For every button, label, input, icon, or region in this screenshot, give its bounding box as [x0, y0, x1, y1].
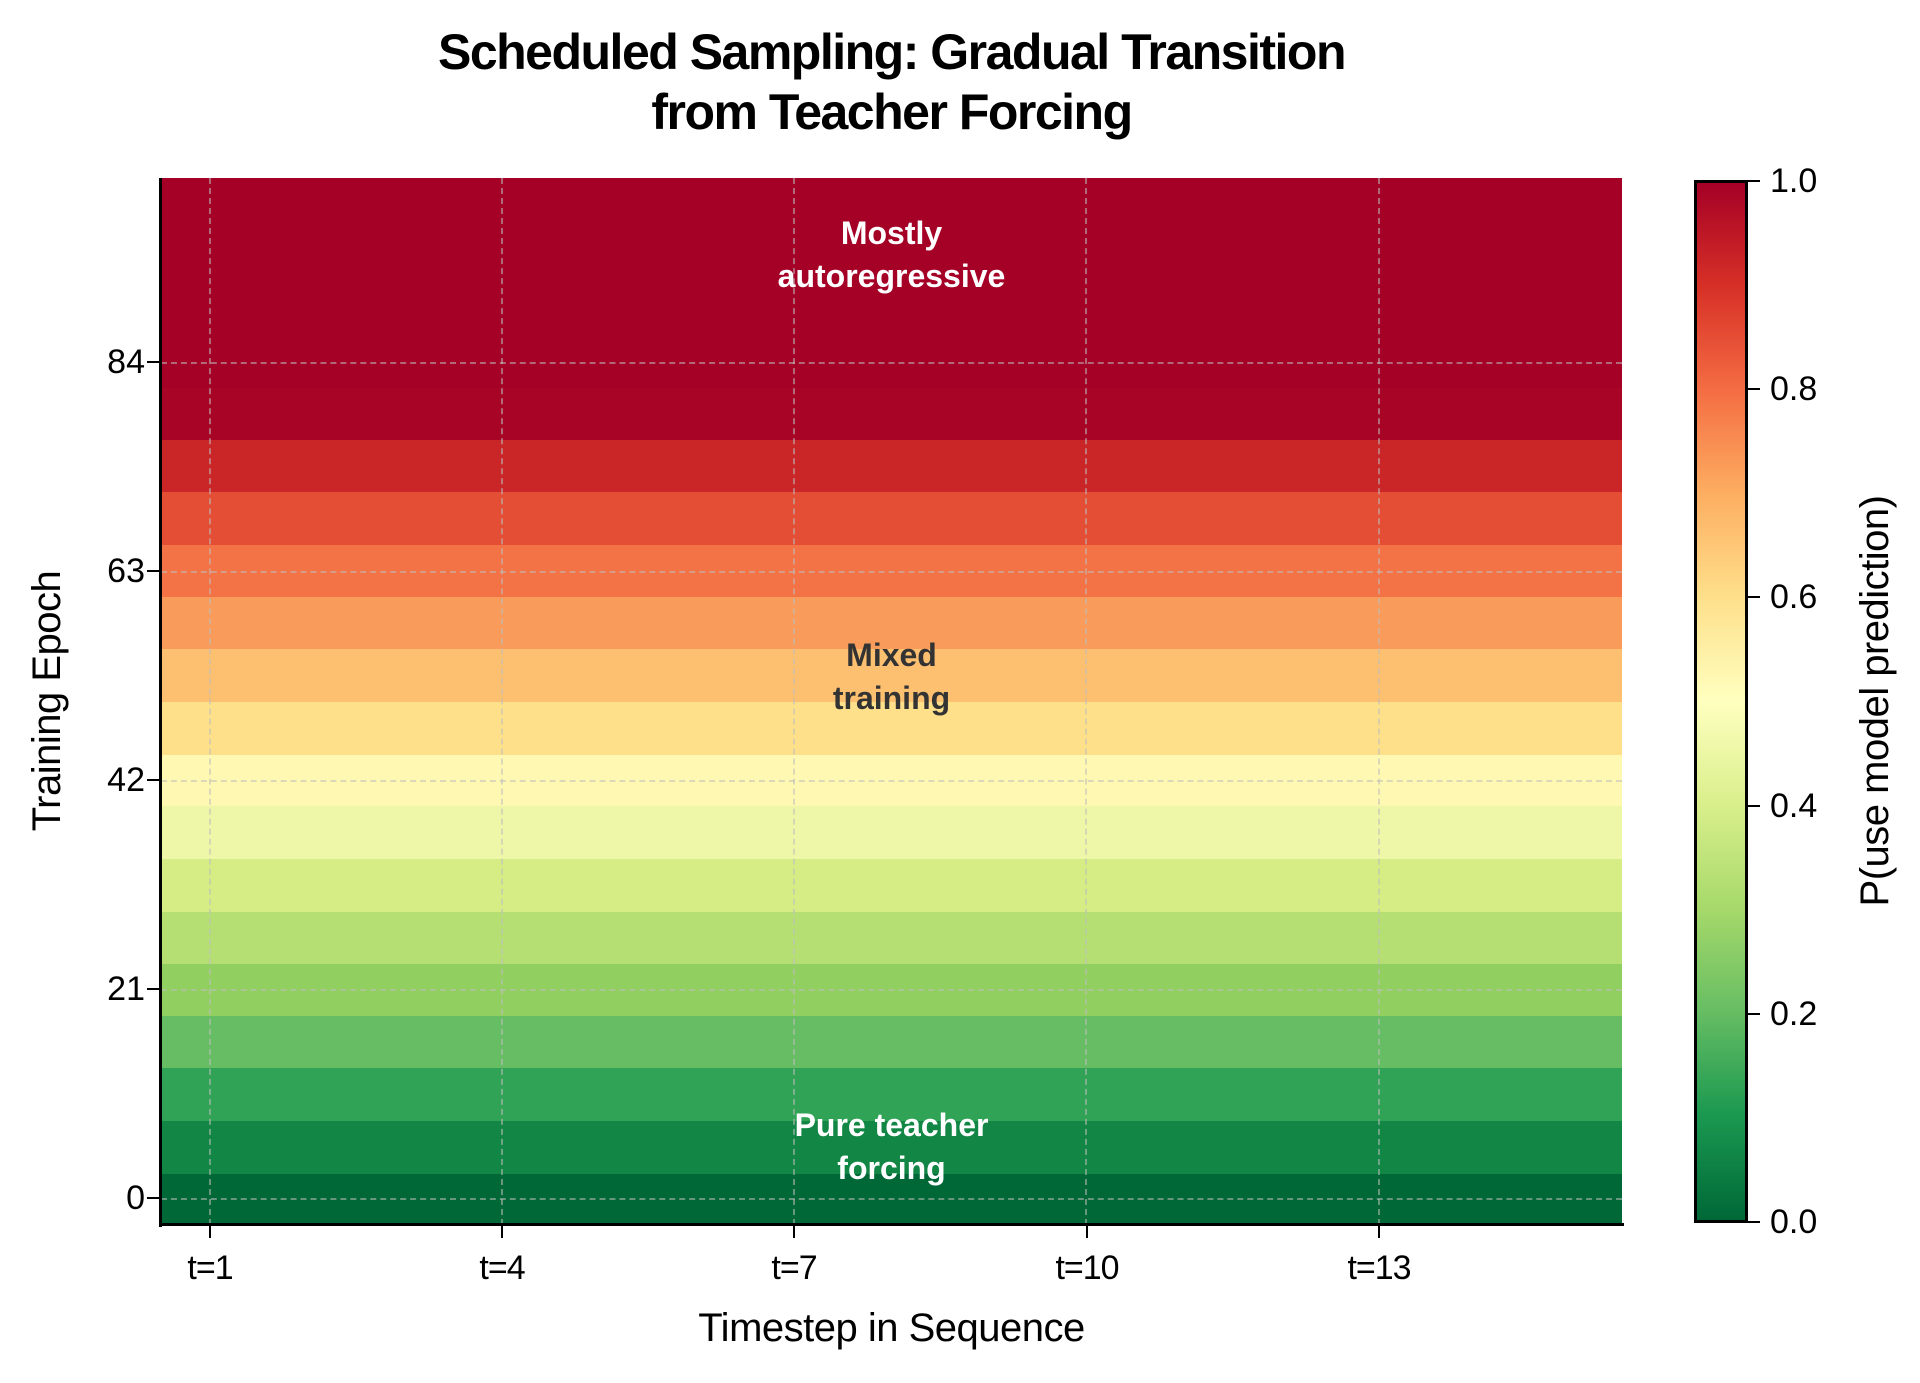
- y-gridline: [161, 989, 1622, 992]
- y-gridline: [161, 780, 1622, 783]
- x-tick-label: t=7: [771, 1249, 817, 1287]
- y-tick: [147, 1197, 159, 1199]
- heatmap-band: [161, 806, 1622, 860]
- y-gridline: [161, 571, 1622, 574]
- x-tick-label: t=4: [479, 1249, 525, 1287]
- y-tick-label: 21: [107, 970, 145, 1008]
- colorbar-tick-label: 0.6: [1770, 578, 1818, 616]
- heatmap-band: [161, 439, 1622, 492]
- annotation-mixed-training: Mixed training: [832, 637, 951, 716]
- x-gridline: [793, 178, 796, 1225]
- heatmap-band: [161, 858, 1622, 912]
- x-tick: [1086, 1226, 1088, 1238]
- chart-title-line-1: Scheduled Sampling: Gradual Transition: [437, 24, 1347, 80]
- x-tick-label: t=13: [1347, 1249, 1411, 1287]
- y-tick-label: 42: [107, 761, 145, 799]
- y-tick-label: 0: [126, 1179, 145, 1217]
- x-gridline: [1377, 178, 1380, 1225]
- y-axis-spine: [159, 178, 162, 1227]
- y-tick: [147, 988, 159, 990]
- x-gridline: [1085, 178, 1088, 1225]
- annotation-pure-teacher-forcing: Pure teacher forcing: [794, 1107, 989, 1186]
- x-axis-label: Timestep in Sequence: [698, 1306, 1085, 1350]
- x-tick: [209, 1226, 211, 1238]
- x-tick: [793, 1226, 795, 1238]
- colorbar-tick: [1748, 1013, 1760, 1015]
- colorbar: [1694, 180, 1748, 1223]
- y-gridline: [161, 1198, 1622, 1201]
- colorbar-tick: [1748, 1221, 1760, 1223]
- heatmap-plot-area: [161, 178, 1622, 1225]
- y-tick: [147, 570, 159, 572]
- x-tick-label: t=10: [1055, 1249, 1119, 1287]
- y-gridline: [161, 362, 1622, 365]
- colorbar-tick-label: 1.0: [1770, 162, 1818, 200]
- colorbar-tick: [1748, 180, 1760, 182]
- annotation-mostly-autoregressive: Mostly autoregressive: [777, 215, 1006, 294]
- heatmap-band: [161, 911, 1622, 964]
- x-tick: [1378, 1226, 1380, 1238]
- colorbar-tick-label: 0.4: [1770, 787, 1818, 825]
- colorbar-tick-label: 0.0: [1770, 1203, 1818, 1241]
- colorbar-tick: [1748, 596, 1760, 598]
- chart-title: Scheduled Sampling: Gradual Transition f…: [0, 22, 1783, 142]
- y-tick-label: 63: [107, 552, 145, 590]
- y-axis-label: Training Epoch: [25, 570, 69, 832]
- heatmap-band: [161, 1015, 1622, 1069]
- colorbar-label: P(use model prediction): [1853, 495, 1897, 907]
- colorbar-tick: [1748, 388, 1760, 390]
- colorbar-tick: [1748, 805, 1760, 807]
- colorbar-tick-label: 0.8: [1770, 370, 1818, 408]
- heatmap-band: [161, 491, 1622, 545]
- x-gridline: [500, 178, 503, 1225]
- colorbar-tick-label: 0.2: [1770, 995, 1818, 1033]
- x-gridline: [208, 178, 211, 1225]
- y-tick: [147, 361, 159, 363]
- y-tick: [147, 779, 159, 781]
- x-tick-label: t=1: [187, 1249, 233, 1287]
- y-tick-label: 84: [107, 343, 145, 381]
- chart-title-line-2: from Teacher Forcing: [651, 84, 1133, 140]
- heatmap-band: [161, 387, 1622, 441]
- x-tick: [501, 1226, 503, 1238]
- x-axis-spine: [159, 1223, 1624, 1226]
